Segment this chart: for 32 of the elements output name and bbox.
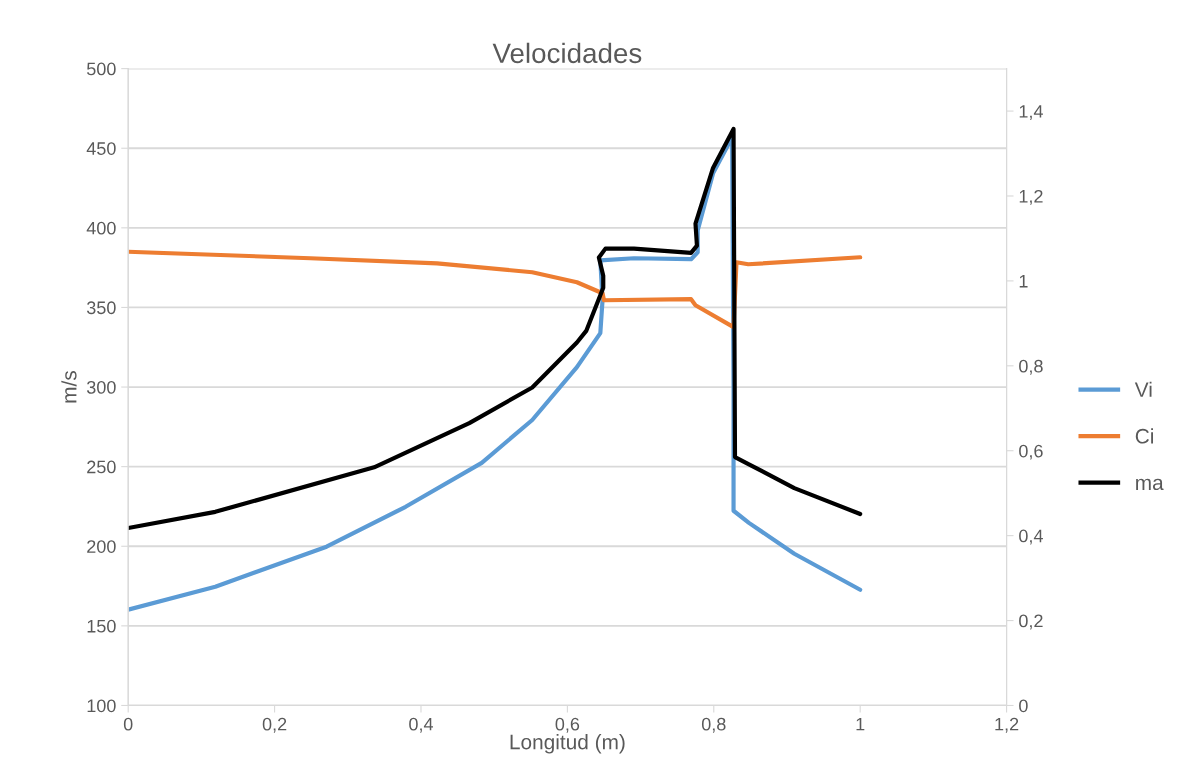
- y-tick-label: 500: [86, 62, 116, 76]
- x-tick-label: 1: [856, 717, 865, 731]
- line-series: [128, 249, 863, 330]
- y2-tick-label: 0,4: [1019, 529, 1043, 545]
- y2-tick-label: 0,2: [1019, 614, 1043, 630]
- legend-label: ma: [1136, 478, 1164, 491]
- y-tick-label: 400: [86, 221, 116, 235]
- x-axis-title: Longitud (m): [510, 734, 625, 754]
- y-tick-label: 350: [86, 301, 116, 315]
- x-tick-label: 0: [123, 717, 133, 731]
- y-tick-label: 100: [87, 699, 116, 713]
- y-tick-label: 450: [86, 142, 116, 155]
- y2-tick-label: 1,4: [1019, 105, 1043, 120]
- y-axis-title: m/s: [61, 371, 77, 403]
- chart-title: Velocidades: [492, 42, 642, 64]
- x-tick-label: 0,4: [409, 717, 434, 733]
- y2-tick-label: 0: [1019, 699, 1028, 713]
- x-tick-label: 0,6: [555, 717, 580, 733]
- y2-tick-label: 1,2: [1019, 189, 1043, 205]
- y2-tick-label: 0,8: [1019, 359, 1043, 375]
- legend-label: Ci: [1135, 428, 1153, 444]
- x-tick-label: 0,2: [262, 717, 287, 733]
- y-tick-label: 150: [87, 619, 116, 633]
- y-tick-label: 300: [86, 380, 116, 394]
- x-tick-label: 0,8: [701, 717, 726, 733]
- y-tick-label: 250: [87, 460, 116, 474]
- y2-tick-label: 0,6: [1019, 444, 1043, 460]
- line-series: [128, 126, 863, 531]
- legend-label: Vi: [1134, 381, 1152, 397]
- y-tick-label: 200: [87, 540, 116, 553]
- y2-tick-label: 1: [1019, 275, 1028, 288]
- x-tick-label: 1,2: [995, 717, 1019, 733]
